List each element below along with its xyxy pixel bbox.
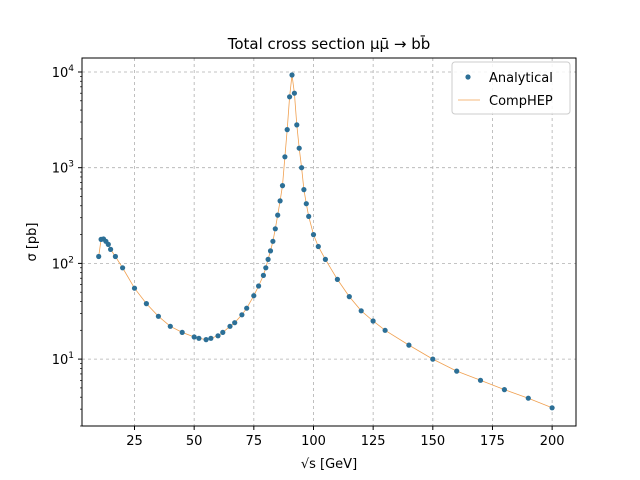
analytical-point [382,327,388,333]
analytical-point [263,265,269,271]
x-tick-label: 50 [186,434,203,449]
analytical-point [303,201,309,207]
x-tick-label: 75 [246,434,263,449]
chart-title: Total cross section μμ̄ → bb̄ [227,34,431,53]
analytical-point [358,308,364,314]
comphep-series-line [98,74,553,409]
x-tick-label: 125 [361,434,386,449]
analytical-point [301,187,307,193]
analytical-point [270,238,276,244]
analytical-point [477,377,484,383]
analytical-point [265,256,271,262]
legend-marker-analytical [465,74,471,80]
analytical-point [244,305,250,311]
analytical-point [454,368,460,374]
analytical-point [277,198,283,204]
analytical-point [227,323,233,329]
analytical-point [232,320,238,326]
analytical-point [406,342,412,348]
x-tick-label: 100 [301,434,326,449]
analytical-point [96,253,102,260]
x-tick-label: 150 [420,434,445,449]
y-axis-label: σ [pb] [25,222,40,261]
analytical-point [105,241,111,247]
analytical-point [179,329,185,335]
x-tick-label: 25 [126,434,143,449]
plot-frame [81,57,577,427]
analytical-point [346,294,352,300]
analytical-point [279,183,286,189]
analytical-point [289,72,295,78]
analytical-point [322,256,328,262]
analytical-point [203,337,209,343]
analytical-point [155,313,161,319]
analytical-point [291,90,297,96]
analytical-point [294,122,300,128]
analytical-point [296,145,302,151]
analytical-point [267,248,274,254]
analytical-point [310,232,317,238]
analytical-point [191,334,197,340]
analytical-point [131,285,138,291]
analytical-point [501,387,507,393]
analytical-point [108,246,114,252]
x-tick-label: 175 [480,434,505,449]
analytical-point [208,335,214,341]
legend-label-analytical: Analytical [489,71,553,86]
x-tick-label: 200 [540,434,565,449]
analytical-point [167,323,173,329]
tick-layer: 25 50 75 100 125 150 175 200 101 102 103 104 [52,64,565,449]
analytical-point [549,405,555,411]
analytical-point [306,213,312,219]
analytical-point [284,127,290,133]
y-tick-label: 103 [52,160,74,177]
analytical-point [120,265,126,271]
analytical-point [196,335,202,341]
analytical-point [215,333,221,339]
analytical-point [282,154,288,160]
legend: Analytical CompHEP [451,61,571,115]
y-tick-label: 101 [52,351,74,368]
analytical-point [239,312,245,318]
analytical-point [275,212,281,218]
analytical-point [143,301,149,307]
analytical-point [272,226,278,232]
analytical-point [256,283,262,289]
y-tick-label: 104 [52,64,75,81]
analytical-point [315,243,321,250]
analytical-point [220,329,226,335]
analytical-point [299,165,305,171]
series-layer [96,72,555,411]
analytical-point [334,276,340,282]
grid-layer [82,58,576,426]
analytical-point [260,272,266,278]
legend-label-comphep: CompHEP [489,94,553,109]
analytical-point [370,318,376,324]
x-axis-label: √s [GeV] [301,457,357,472]
analytical-point [112,253,118,260]
analytical-point [430,356,436,362]
analytical-point [251,293,257,299]
analytical-point [287,94,293,100]
analytical-point [525,395,531,401]
y-tick-label: 102 [52,255,74,272]
legend-box [451,61,571,115]
